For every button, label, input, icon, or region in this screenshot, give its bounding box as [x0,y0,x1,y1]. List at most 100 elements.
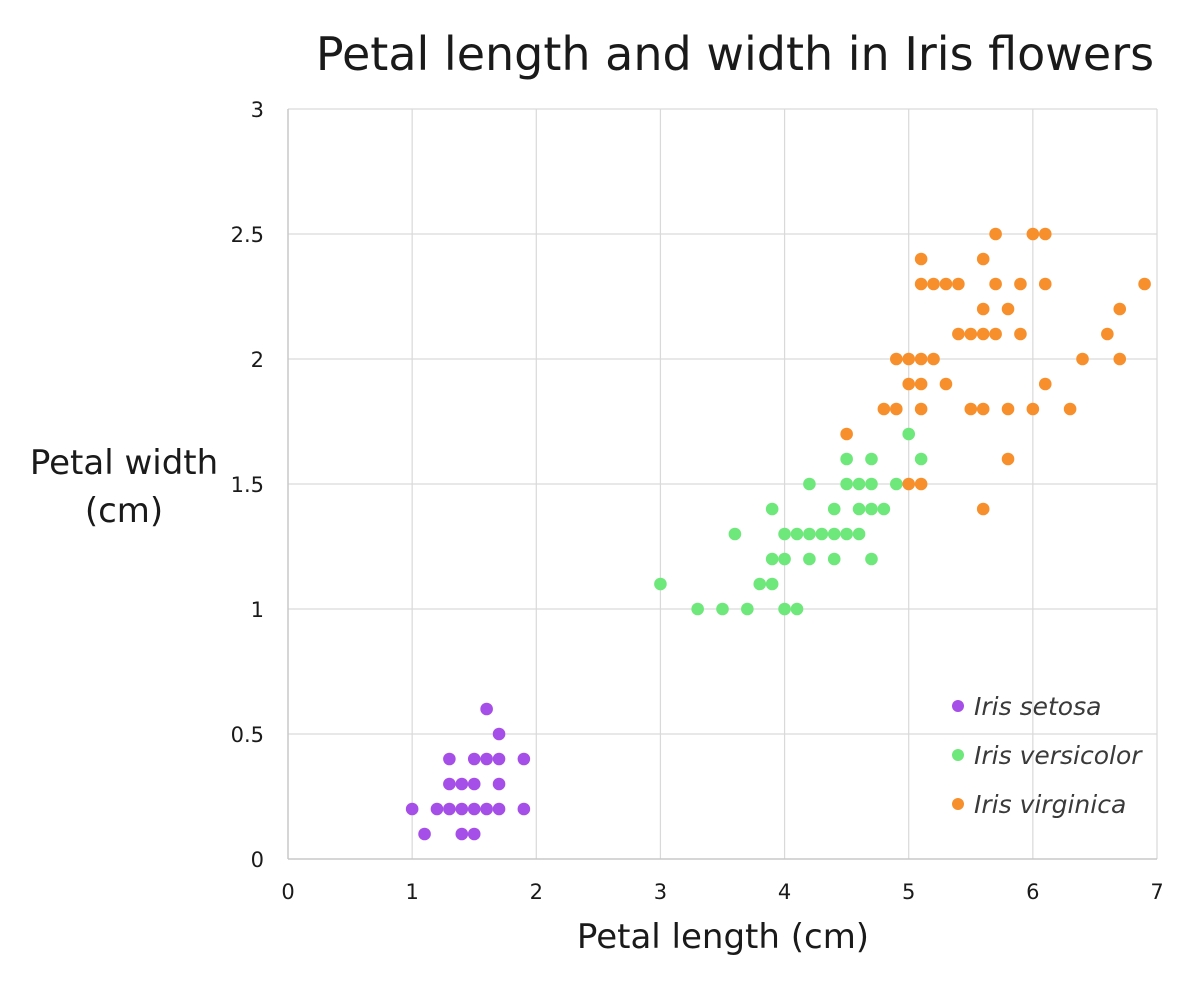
point-virginica [976,402,990,416]
point-versicolor [865,452,878,466]
point-virginica [1138,277,1151,291]
point-virginica [964,402,978,416]
point-versicolor [890,477,903,491]
y-tick-label: 1 [251,598,264,622]
legend-marker-virginica [952,798,964,810]
point-virginica [952,327,965,341]
point-versicolor [852,502,866,516]
point-versicolor [728,527,742,541]
point-versicolor [753,577,767,591]
point-virginica [964,327,978,341]
point-virginica [914,402,928,416]
x-tick-label: 0 [281,880,294,904]
x-axis-ticks: 0 1 2 3 4 5 6 7 [281,880,1163,904]
point-versicolor [765,502,779,516]
point-setosa [517,752,531,766]
point-virginica [1113,302,1127,316]
point-virginica [902,377,916,391]
point-versicolor [902,427,916,441]
point-setosa [430,802,444,816]
point-setosa [467,752,481,766]
y-tick-label: 0.5 [231,723,264,747]
point-virginica [890,402,903,416]
point-setosa [418,827,431,841]
point-versicolor [914,452,928,466]
point-versicolor [803,552,816,566]
point-virginica [1026,227,1040,241]
point-virginica [952,277,965,291]
x-tick-label: 2 [530,880,543,904]
point-setosa [467,802,481,816]
point-versicolor [765,577,779,591]
point-versicolor [827,552,841,566]
x-tick-label: 1 [405,880,418,904]
point-virginica [877,402,891,416]
point-virginica [890,352,903,366]
x-tick-label: 5 [902,880,915,904]
point-setosa [455,802,469,816]
legend-label-setosa: Iris setosa [974,692,1101,721]
point-setosa [480,702,493,716]
legend: Iris setosa Iris versicolor Iris virgini… [952,692,1143,819]
point-versicolor [765,552,779,566]
x-tick-label: 6 [1026,880,1039,904]
point-versicolor [815,527,829,541]
point-setosa [443,802,456,816]
point-virginica [1026,402,1040,416]
legend-label-versicolor: Iris versicolor [974,741,1143,770]
x-tick-label: 7 [1150,880,1163,904]
point-virginica [939,277,953,291]
point-virginica [914,252,928,266]
point-versicolor [865,477,878,491]
point-setosa [455,777,469,791]
point-setosa [517,802,531,816]
point-virginica [989,327,1002,341]
point-virginica [1063,402,1077,416]
point-setosa [492,777,506,791]
point-virginica [902,477,916,491]
y-tick-label: 0 [251,848,264,872]
point-versicolor [865,552,878,566]
point-versicolor [778,552,791,566]
point-virginica [914,377,928,391]
x-axis-title: Petal length (cm) [577,917,869,957]
point-setosa [480,802,493,816]
x-tick-label: 3 [654,880,667,904]
point-virginica [976,252,990,266]
chart-title: Petal length and width in Iris flowers [316,27,1154,81]
point-virginica [989,277,1002,291]
point-versicolor [877,502,891,516]
point-virginica [1014,277,1027,291]
point-setosa [467,777,481,791]
point-virginica [840,427,853,441]
x-tick-label: 4 [778,880,791,904]
point-versicolor [778,602,791,616]
point-versicolor [778,527,791,541]
y-tick-label: 2 [251,348,264,372]
point-versicolor [865,502,878,516]
point-versicolor [654,577,667,591]
point-setosa [443,752,456,766]
point-virginica [1113,352,1127,366]
legend-label-virginica: Iris virginica [974,790,1126,819]
point-versicolor [852,527,866,541]
point-versicolor [691,602,704,616]
point-versicolor [741,602,754,616]
legend-marker-versicolor [952,749,964,761]
y-tick-label: 1.5 [231,473,264,497]
point-versicolor [716,602,729,616]
point-setosa [480,752,493,766]
point-virginica [1001,452,1015,466]
point-virginica [914,477,928,491]
point-setosa [492,752,506,766]
axes [287,109,1157,860]
y-tick-label: 2.5 [231,223,264,247]
point-virginica [914,277,928,291]
point-virginica [927,277,940,291]
point-virginica [976,502,990,516]
y-axis-title-line-1: Petal width [30,443,218,483]
point-versicolor [840,477,853,491]
point-virginica [1001,402,1015,416]
point-virginica [976,302,990,316]
